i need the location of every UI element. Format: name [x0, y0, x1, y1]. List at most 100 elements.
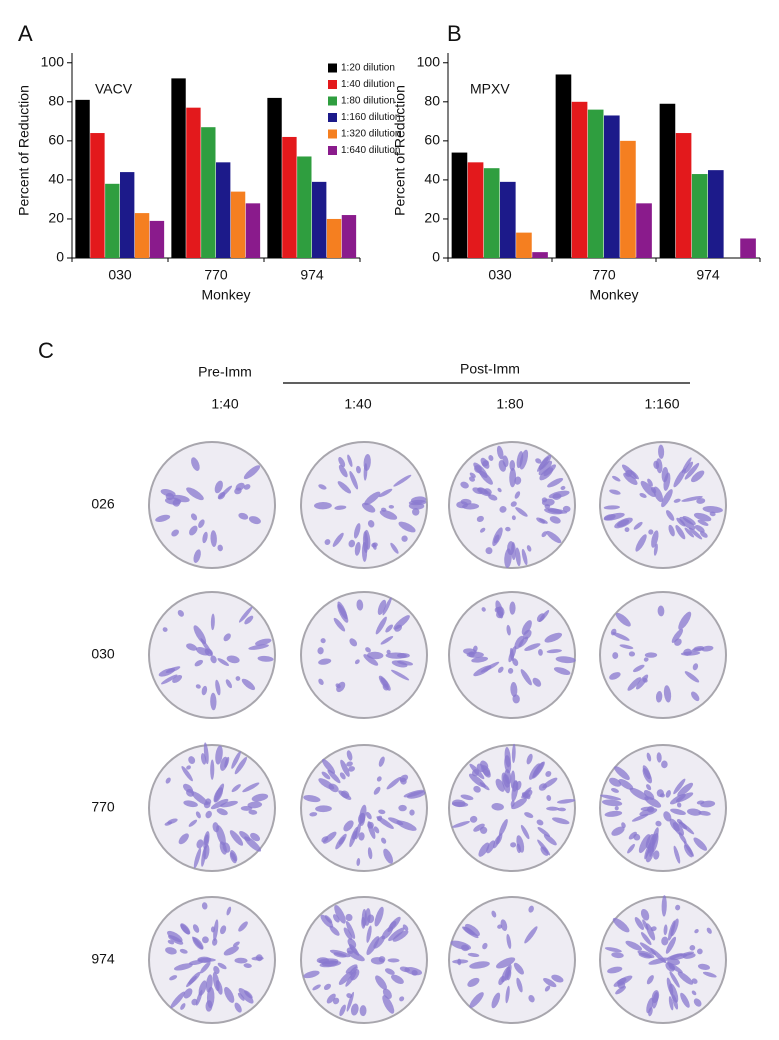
column-label: 1:80	[496, 396, 523, 412]
plaques	[451, 743, 576, 857]
plaque	[661, 936, 669, 946]
bar	[451, 152, 468, 258]
row-label: 026	[91, 496, 115, 512]
plaque	[663, 924, 668, 936]
legend-swatch	[328, 113, 337, 122]
plaque	[250, 832, 261, 842]
plaque	[634, 917, 645, 930]
column-label: 1:40	[344, 396, 371, 412]
plaque	[679, 516, 696, 530]
plaque	[378, 488, 393, 498]
plaque	[632, 664, 645, 673]
plaque	[469, 992, 484, 1008]
plaque	[491, 803, 504, 811]
plaque	[216, 808, 228, 816]
plaque	[240, 806, 253, 811]
bar	[740, 238, 756, 258]
plaque	[609, 672, 621, 680]
legend-swatch	[328, 129, 337, 139]
plaque	[614, 806, 619, 811]
plaque	[642, 765, 651, 780]
plaque	[549, 516, 561, 524]
plaque	[697, 519, 709, 526]
plaque	[367, 520, 375, 528]
x-tick-label: 974	[300, 267, 324, 283]
bar	[201, 127, 216, 258]
plaque	[197, 957, 216, 962]
plaque	[684, 461, 694, 474]
plaque	[480, 527, 486, 533]
plaque	[378, 756, 385, 767]
plaque	[367, 821, 374, 829]
plaque	[665, 936, 677, 954]
plaque	[693, 645, 704, 651]
plaque	[188, 819, 198, 827]
plaque	[677, 782, 694, 797]
plaque	[231, 751, 241, 769]
plaques	[164, 742, 269, 869]
row-label: 770	[91, 799, 115, 815]
x-axis-label: Monkey	[201, 287, 250, 303]
plaque	[399, 966, 410, 973]
plaque	[343, 927, 353, 941]
plaque	[682, 516, 696, 525]
bar	[587, 109, 604, 258]
plaque	[673, 498, 681, 503]
legend-swatch	[328, 146, 337, 155]
plaque	[672, 994, 679, 1010]
plaque	[509, 647, 514, 662]
plaque	[514, 635, 525, 650]
plaque	[235, 676, 241, 681]
legend-swatch	[328, 96, 337, 106]
bar	[149, 220, 165, 258]
legend-label: 1:80 dilution	[341, 96, 395, 107]
plaque	[170, 991, 185, 1009]
plaque	[366, 925, 372, 943]
plaque	[234, 957, 248, 964]
y-axis-label: Percent of Reduction	[16, 85, 32, 216]
bar	[532, 252, 548, 258]
legend-label: 1:160 dilution	[341, 112, 401, 123]
plaque	[345, 913, 353, 922]
plaque	[488, 455, 494, 461]
plaque	[332, 997, 340, 1005]
plaque	[391, 974, 404, 984]
plaque	[366, 936, 380, 956]
plaque	[657, 605, 665, 617]
plaque	[382, 683, 389, 691]
plaque	[471, 656, 489, 663]
plaque	[691, 990, 697, 996]
plaque	[161, 674, 178, 685]
plaque	[510, 501, 517, 507]
plaque	[610, 628, 617, 636]
plaque	[241, 678, 256, 691]
plaque	[303, 795, 321, 803]
plaque	[202, 936, 209, 944]
plaque	[478, 842, 490, 857]
plaque	[644, 652, 658, 658]
plaque	[462, 926, 479, 939]
plaque	[702, 971, 717, 978]
plaque	[600, 794, 622, 801]
plaque	[251, 956, 264, 961]
plaque	[179, 948, 188, 954]
plaque	[381, 837, 387, 844]
plaque	[621, 822, 626, 829]
plaque	[639, 808, 658, 816]
plaque	[410, 496, 427, 504]
plaque	[611, 826, 625, 836]
plaque	[651, 486, 657, 494]
plaque	[205, 810, 212, 819]
plaque	[512, 658, 519, 666]
plaque	[541, 497, 548, 503]
column-label: 1:160	[644, 396, 679, 412]
plaque	[467, 952, 480, 958]
plaque	[190, 513, 198, 521]
plaque	[192, 924, 200, 933]
plaque	[235, 482, 245, 491]
plaque	[193, 847, 202, 869]
plaque	[386, 649, 391, 655]
plaque	[451, 799, 466, 808]
bar	[483, 168, 500, 258]
plaque	[511, 797, 527, 810]
